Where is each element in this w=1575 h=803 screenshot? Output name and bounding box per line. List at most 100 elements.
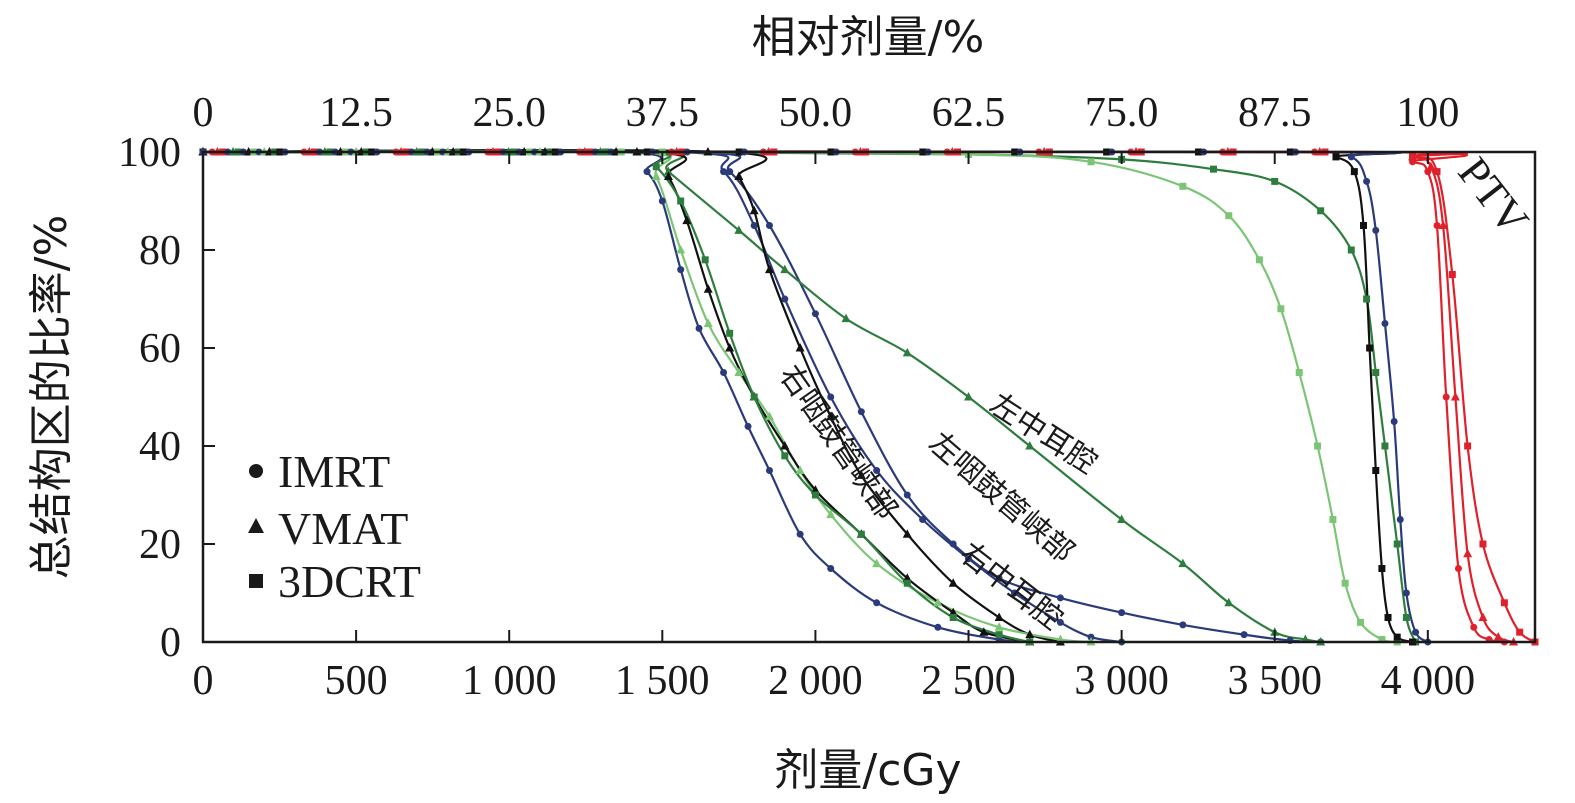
legend-label-3dcrt: 3DCRT — [278, 556, 421, 607]
top-tick-label: 62.5 — [932, 90, 1006, 136]
data-point-marker — [781, 452, 789, 460]
data-point-marker — [903, 579, 911, 587]
data-point-marker — [1478, 612, 1488, 621]
data-point-marker — [780, 264, 790, 274]
data-point-marker — [1372, 369, 1380, 376]
data-point-marker — [1087, 158, 1095, 166]
top-tick-label: 25.0 — [472, 90, 546, 136]
data-point-marker — [1393, 633, 1401, 641]
legend-label-vmat: VMAT — [278, 503, 408, 554]
data-point-marker — [781, 295, 789, 303]
annotation-left-middle-ear: 左中耳腔 — [983, 387, 1103, 482]
data-point-marker — [1426, 161, 1436, 171]
data-point-marker — [873, 467, 881, 474]
data-point-marker — [1390, 418, 1398, 425]
data-point-marker — [1402, 589, 1410, 597]
top-tick-label: 50.0 — [779, 90, 853, 136]
data-point-marker — [1025, 441, 1035, 450]
data-point-marker — [1493, 632, 1503, 641]
y-tick-label: 60 — [139, 326, 181, 372]
data-point-marker — [902, 573, 912, 582]
data-point-marker — [1381, 442, 1389, 450]
data-point-marker — [919, 516, 927, 523]
data-point-marker — [902, 529, 912, 538]
data-point-marker — [1010, 589, 1018, 597]
data-point-marker — [903, 491, 911, 499]
data-point-marker — [726, 329, 734, 337]
data-point-marker — [1271, 177, 1279, 185]
top-tick-label: 12.5 — [319, 90, 393, 136]
top-x-ticks: 0 12.5 25.0 37.5 50.0 62.5 75.0 87.5 100 — [193, 90, 1459, 164]
data-point-marker — [1450, 392, 1460, 401]
data-point-marker — [1341, 579, 1349, 587]
data-point-marker — [1224, 597, 1234, 607]
data-point-marker — [948, 607, 958, 617]
data-point-marker — [744, 422, 752, 430]
y-tick-label: 20 — [139, 522, 181, 568]
data-point-marker — [652, 163, 660, 171]
data-point-marker — [1393, 540, 1401, 548]
legend-square-marker — [249, 574, 263, 588]
data-point-marker — [1117, 514, 1127, 523]
data-point-marker — [1500, 599, 1508, 607]
data-point-marker — [1448, 271, 1456, 278]
data-point-marker — [780, 441, 790, 450]
data-point-marker — [1378, 636, 1386, 644]
data-point-marker — [676, 245, 686, 254]
data-point-marker — [1433, 222, 1441, 229]
data-point-marker — [720, 168, 728, 176]
data-point-marker — [1412, 628, 1420, 636]
top-tick-label: 87.5 — [1238, 90, 1312, 136]
data-point-marker — [1350, 168, 1358, 176]
data-point-marker — [1329, 516, 1337, 523]
data-point-marker — [1372, 226, 1380, 234]
data-point-marker — [826, 509, 836, 519]
data-point-marker — [734, 171, 744, 180]
data-point-marker — [701, 256, 709, 264]
data-point-marker — [826, 411, 836, 421]
data-point-marker — [948, 578, 958, 587]
annotation-ptv: PTV — [1449, 148, 1539, 244]
data-point-marker — [1463, 548, 1473, 558]
data-point-marker — [1464, 442, 1472, 450]
data-point-marker — [1381, 320, 1389, 327]
legend-circle-marker — [249, 464, 263, 478]
top-axis-title: 相对剂量/% — [752, 12, 985, 63]
data-point-marker — [810, 485, 820, 494]
data-point-marker — [873, 599, 881, 607]
data-point-marker — [764, 264, 774, 274]
top-tick-label: 0 — [193, 90, 214, 136]
data-point-marker — [682, 215, 692, 225]
data-point-marker — [872, 558, 882, 568]
data-point-marker — [1118, 609, 1126, 617]
legend: IMRT VMAT 3DCRT — [248, 446, 421, 607]
data-point-marker — [1384, 614, 1392, 621]
y-tick-label: 100 — [118, 130, 181, 176]
data-point-marker — [949, 540, 957, 548]
x-tick-label: 1 000 — [462, 658, 557, 704]
data-point-marker — [1347, 246, 1355, 254]
data-point-marker — [1295, 369, 1303, 376]
data-point-marker — [1442, 393, 1450, 401]
data-point-marker — [1277, 305, 1285, 313]
data-point-marker — [811, 310, 819, 318]
y-tick-label: 80 — [139, 228, 181, 274]
legend-triangle-marker — [248, 518, 264, 533]
legend-label-imrt: IMRT — [278, 446, 390, 497]
data-point-marker — [734, 225, 744, 234]
plot-frame — [201, 150, 1537, 644]
data-point-marker — [1240, 631, 1248, 639]
data-point-marker — [964, 392, 974, 401]
data-point-marker — [1332, 153, 1340, 161]
data-point-marker — [796, 530, 804, 538]
data-point-marker — [1255, 256, 1263, 264]
data-point-marker — [750, 222, 758, 229]
y-tick-label: 0 — [160, 620, 181, 666]
data-point-marker — [1372, 467, 1380, 474]
data-point-marker — [1225, 212, 1233, 220]
data-point-marker — [643, 168, 651, 176]
data-point-marker — [1056, 618, 1064, 626]
data-point-marker — [994, 612, 1004, 621]
x-tick-label: 2 000 — [768, 658, 863, 704]
